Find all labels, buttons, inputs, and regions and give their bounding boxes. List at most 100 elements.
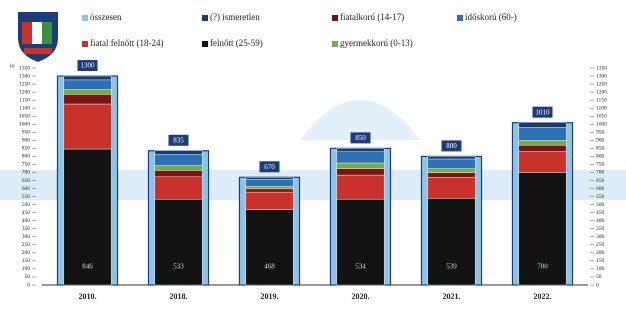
y-tick-label: 1300: [19, 73, 30, 79]
total-label: 1010: [536, 108, 551, 116]
segment-label: 533: [173, 263, 184, 271]
total-label: 800: [446, 142, 457, 150]
legend-label: gyermekkorú (0-13): [340, 38, 413, 48]
total-label: 1300: [81, 62, 96, 70]
x-tick-label: 2018.: [170, 292, 188, 301]
legend-label: fiatalkorú (14-17): [340, 12, 404, 22]
y-tick-label-right: 1350: [596, 65, 607, 71]
legend-label: összesen: [90, 12, 122, 22]
y-tick-label: 900: [22, 138, 31, 144]
y-tick-label: 400: [22, 218, 31, 224]
bar-segment: [64, 76, 111, 80]
y-tick-label-right: 0: [596, 282, 599, 288]
y-tick-label-right: 900: [596, 138, 605, 144]
x-tick-label: 2020.: [352, 292, 370, 301]
bar-segment: [64, 94, 111, 104]
y-tick-label-right: 450: [596, 210, 605, 216]
bar-segment: [428, 156, 475, 159]
y-tick-label-right: 1250: [596, 81, 607, 87]
bar-segment: [519, 140, 566, 145]
y-axis-label: fő: [10, 62, 15, 69]
segment-label: 846: [82, 263, 93, 271]
segment-label: 539: [446, 263, 457, 271]
bar-segment: [337, 175, 384, 199]
bar-segment: [64, 80, 111, 90]
y-tick-label-right: 1100: [596, 105, 607, 111]
bar-segment: [246, 192, 293, 210]
legend-swatch: [202, 41, 208, 47]
bar-segment: [519, 123, 566, 128]
bar-segment: [246, 177, 293, 179]
y-tick-label-right: 1300: [596, 73, 607, 79]
y-tick-label: 200: [22, 250, 31, 256]
y-tick-label: 250: [22, 242, 31, 248]
legend-swatch: [332, 15, 338, 21]
y-tick-label: 100: [22, 266, 31, 272]
x-tick-label: 2019.: [261, 292, 279, 301]
y-tick-label-right: 500: [596, 202, 605, 208]
y-tick-label-right: 100: [596, 266, 605, 272]
bar-segment: [246, 179, 293, 186]
bar-segment: [519, 152, 566, 173]
legend-label: (?) ismeretlen: [210, 12, 260, 22]
legend-label: időskorú (60-): [465, 12, 517, 22]
y-tick-label: 550: [22, 194, 31, 200]
x-tick-label: 2021.: [443, 292, 461, 301]
y-tick-label: 800: [22, 154, 31, 160]
y-tick-label: 150: [22, 258, 31, 264]
y-tick-label-right: 200: [596, 250, 605, 256]
bar-segment: [337, 199, 384, 285]
y-tick-label-right: 300: [596, 234, 605, 240]
legend-label: fiatal felnőtt (18-24): [90, 38, 163, 48]
total-label: 670: [264, 163, 275, 171]
y-tick-label: 0: [27, 282, 30, 288]
legend-swatch: [82, 41, 88, 47]
y-tick-label: 850: [22, 146, 31, 152]
bar-segment: [64, 90, 111, 95]
y-tick-label-right: 950: [596, 130, 605, 136]
y-tick-label: 1350: [19, 65, 30, 71]
bar-segment: [337, 169, 384, 175]
legend-label: felnőtt (25-59): [210, 38, 263, 48]
y-tick-label-right: 700: [596, 170, 605, 176]
legend-swatch: [457, 15, 463, 21]
y-tick-label-right: 750: [596, 162, 605, 168]
bar-segment: [64, 104, 111, 149]
bar-segment: [246, 189, 293, 192]
bar-segment: [337, 163, 384, 169]
bar-segment: [246, 210, 293, 285]
y-tick-label: 300: [22, 234, 31, 240]
bar-segment: [519, 145, 566, 151]
bar-segment: [337, 148, 384, 151]
legend-swatch: [332, 41, 338, 47]
x-tick-label: 2010.: [79, 292, 97, 301]
y-tick-label: 1000: [19, 122, 30, 128]
y-tick-label-right: 800: [596, 154, 605, 160]
bar-segment: [337, 152, 384, 163]
bar-segment: [428, 177, 475, 198]
y-tick-label: 950: [22, 130, 31, 136]
y-tick-label-right: 650: [596, 178, 605, 184]
bar-segment: [428, 169, 475, 173]
segment-label: 534: [355, 263, 366, 271]
y-tick-label-right: 350: [596, 226, 605, 232]
bar-segment: [155, 177, 202, 200]
y-tick-label: 1100: [19, 105, 30, 111]
y-tick-label-right: 1050: [596, 113, 607, 119]
x-tick-label: 2022.: [534, 292, 552, 301]
bar-segment: [155, 170, 202, 176]
y-tick-label-right: 1150: [596, 97, 607, 103]
y-tick-label: 1050: [19, 113, 30, 119]
bar-segment: [155, 166, 202, 171]
segment-label: 700: [537, 263, 548, 271]
y-tick-label-right: 550: [596, 194, 605, 200]
segment-label: 468: [264, 263, 275, 271]
y-tick-label: 1250: [19, 81, 30, 87]
y-tick-label-right: 600: [596, 186, 605, 192]
total-label: 850: [355, 134, 366, 142]
total-label: 835: [173, 136, 184, 144]
y-tick-label-right: 1200: [596, 89, 607, 95]
y-tick-label-right: 1000: [596, 122, 607, 128]
y-tick-label: 750: [22, 162, 31, 168]
y-tick-label: 1150: [19, 97, 30, 103]
